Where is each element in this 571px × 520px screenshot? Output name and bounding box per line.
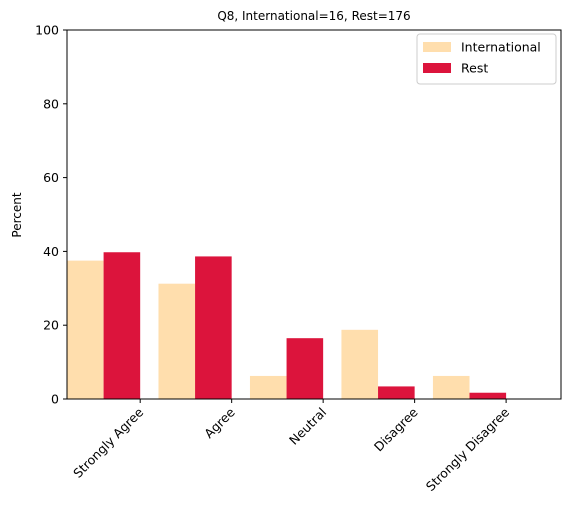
legend-label-international: International	[461, 40, 541, 55]
legend-swatch-rest	[423, 63, 451, 73]
x-tick-label: Strongly Disagree	[423, 404, 513, 494]
y-tick-label: 0	[51, 392, 59, 407]
bar-international-strongly-agree	[67, 260, 104, 400]
x-tick-label: Disagree	[371, 404, 421, 454]
plot-area-frame	[66, 29, 562, 400]
chart-title: Q8, International=16, Rest=176	[217, 9, 410, 23]
bar-rest-strongly-agree	[103, 252, 141, 399]
legend-box	[416, 33, 557, 85]
y-tick-label: 80	[43, 96, 59, 111]
bar-rest-disagree	[378, 386, 415, 399]
y-tick-label: 20	[43, 318, 59, 333]
bar-rest-neutral	[286, 338, 324, 399]
bar-international-disagree	[341, 329, 379, 399]
legend-swatch-international	[423, 42, 451, 52]
x-axis: Strongly Agree Agree Neutral Disagree Strong…	[70, 399, 512, 494]
x-tick-label: Agree	[201, 404, 238, 441]
bars-layer	[67, 252, 507, 400]
y-axis: 0 20 40 60 80 100	[35, 23, 67, 407]
y-tick-label: 60	[43, 170, 59, 185]
y-tick-label: 40	[43, 244, 59, 259]
bar-international-agree	[158, 283, 196, 399]
bar-international-neutral	[249, 375, 287, 399]
y-axis-label: Percent	[10, 192, 24, 237]
legend: International Rest	[416, 33, 557, 85]
y-tick-label: 100	[35, 23, 59, 38]
legend-label-rest: Rest	[461, 61, 488, 76]
bar-international-strongly-disagree	[432, 375, 470, 399]
bar-rest-agree	[195, 256, 232, 399]
x-tick-label: Neutral	[286, 405, 329, 448]
x-tick-label: Strongly Agree	[70, 404, 146, 480]
bar-rest-strongly-disagree	[469, 392, 507, 399]
